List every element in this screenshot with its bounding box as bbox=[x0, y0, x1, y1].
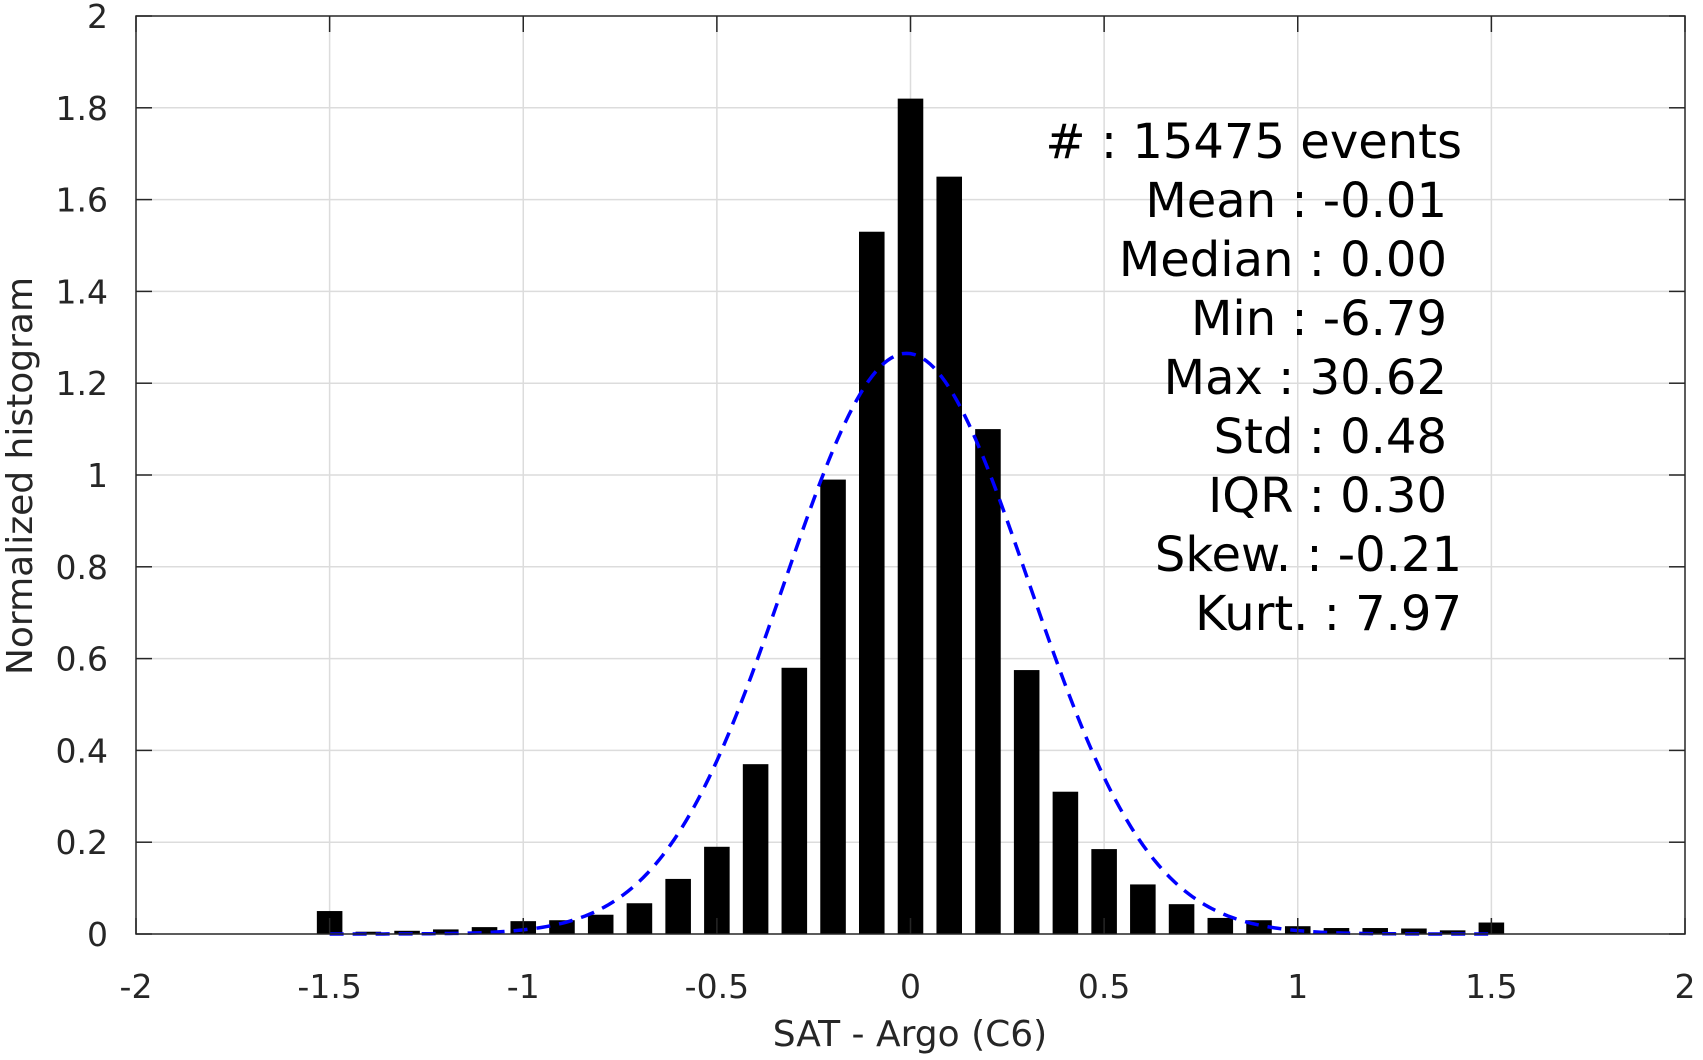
y-tick-label: 0.2 bbox=[56, 823, 108, 862]
x-tick-label: -1.5 bbox=[297, 967, 361, 1006]
histogram-bar bbox=[433, 929, 459, 934]
histogram-bar bbox=[858, 231, 885, 935]
histogram-bar bbox=[549, 920, 575, 934]
y-tick-label: 0.6 bbox=[56, 640, 108, 679]
stats-line: Std : 0.48 bbox=[1214, 409, 1447, 465]
histogram-bar bbox=[897, 98, 924, 935]
x-tick-label: 1 bbox=[1287, 967, 1308, 1006]
histogram-bar bbox=[742, 764, 769, 934]
histogram-bar bbox=[975, 429, 1001, 934]
x-tick-label: 0.5 bbox=[1078, 967, 1130, 1006]
y-axis-label: Normalized histogram bbox=[0, 277, 41, 675]
histogram-bar bbox=[1362, 928, 1388, 934]
y-tick-label: 1.2 bbox=[56, 364, 108, 403]
histogram-bar bbox=[936, 176, 963, 934]
y-tick-label: 1 bbox=[87, 456, 108, 495]
histogram-bar bbox=[1130, 884, 1156, 934]
y-tick-label: 0.8 bbox=[56, 548, 108, 587]
histogram-bar bbox=[1323, 928, 1350, 934]
x-axis-label: SAT - Argo (C6) bbox=[773, 1014, 1047, 1055]
y-tick-label: 0 bbox=[87, 915, 108, 954]
histogram-bar bbox=[355, 931, 382, 934]
stats-line: Skew. : -0.21 bbox=[1155, 527, 1462, 583]
histogram-bar bbox=[781, 667, 808, 934]
histogram-bar bbox=[1052, 791, 1079, 934]
x-axis-ticks: -2 -1.5 -1 -0.5 0 0.5 1 1.5 2 bbox=[120, 16, 1696, 1006]
y-tick-label: 2 bbox=[87, 0, 108, 36]
stats-line: Median : 0.00 bbox=[1119, 232, 1447, 288]
stats-line: # : 15475 events bbox=[1045, 114, 1462, 170]
histogram-bar bbox=[587, 914, 614, 934]
y-axis-ticks: 0 0.2 0.4 0.6 0.8 1 1.2 1.4 1.6 1.8 2 bbox=[56, 0, 1685, 954]
stats-line: Mean : -0.01 bbox=[1145, 173, 1447, 229]
histogram-bar bbox=[1168, 904, 1195, 934]
histogram-bar bbox=[1207, 917, 1234, 934]
histogram-bar bbox=[665, 878, 691, 934]
stats-line: Max : 30.62 bbox=[1164, 350, 1447, 406]
y-tick-label: 1.4 bbox=[56, 272, 108, 311]
y-tick-label: 1.8 bbox=[56, 89, 108, 128]
y-tick-label: 0.4 bbox=[56, 731, 108, 770]
x-tick-label: -0.5 bbox=[685, 967, 749, 1006]
x-tick-label: -2 bbox=[120, 967, 153, 1006]
x-tick-label: -1 bbox=[507, 967, 540, 1006]
stats-line: Min : -6.79 bbox=[1191, 291, 1447, 347]
histogram-bar bbox=[471, 927, 498, 934]
histogram-bars bbox=[316, 98, 1505, 935]
stats-line: Kurt. : 7.97 bbox=[1195, 586, 1462, 642]
histogram-bar bbox=[1013, 670, 1040, 934]
histogram-bar bbox=[1401, 928, 1427, 934]
x-tick-label: 1.5 bbox=[1465, 967, 1517, 1006]
x-tick-label: 0 bbox=[900, 967, 921, 1006]
histogram-bar bbox=[820, 479, 846, 934]
stats-line: IQR : 0.30 bbox=[1208, 468, 1447, 524]
histogram-bar bbox=[1439, 930, 1466, 934]
y-tick-label: 1.6 bbox=[56, 181, 108, 220]
histogram-bar bbox=[626, 903, 653, 934]
x-tick-label: 2 bbox=[1675, 967, 1696, 1006]
